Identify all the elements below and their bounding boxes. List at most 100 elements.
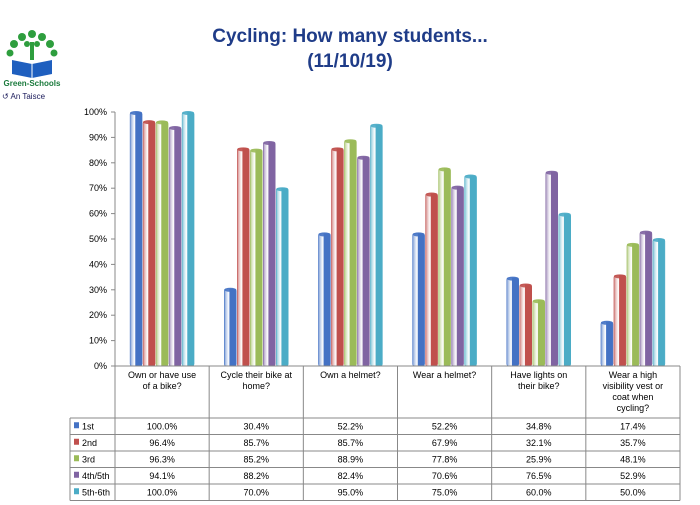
bar-4th/5th bbox=[263, 141, 276, 367]
legend-key-2nd bbox=[74, 438, 79, 445]
table-cell-value: 88.9% bbox=[338, 454, 364, 464]
y-tick-label: 70% bbox=[89, 183, 107, 193]
table-cell-value: 48.1% bbox=[620, 454, 646, 464]
bar-5th-6th bbox=[370, 124, 383, 367]
category-label: Wear a high bbox=[609, 370, 657, 380]
bar-top-cap bbox=[464, 174, 477, 179]
bar-top-cap bbox=[237, 147, 250, 152]
title-line-1: Cycling: How many students... bbox=[212, 26, 488, 47]
bar-2nd bbox=[331, 148, 344, 367]
bar-top-cap bbox=[519, 283, 532, 288]
table-cell-value: 76.5% bbox=[526, 471, 552, 481]
bar-top-cap bbox=[438, 167, 451, 172]
bar-top-cap bbox=[331, 147, 344, 152]
bar-5th-6th bbox=[558, 213, 571, 367]
category-label: Cycle their bike at bbox=[220, 370, 292, 380]
table-cell-value: 30.4% bbox=[243, 421, 269, 431]
bar-top-cap bbox=[412, 232, 425, 237]
category-label: Have lights on bbox=[510, 370, 567, 380]
bar-2nd bbox=[425, 193, 438, 367]
category-label: their bike? bbox=[518, 381, 560, 391]
bar-5th-6th bbox=[464, 175, 477, 367]
bar-3rd bbox=[344, 139, 357, 367]
bar-top-cap bbox=[344, 139, 357, 144]
y-tick-label: 20% bbox=[89, 310, 107, 320]
bar-top-cap bbox=[169, 125, 182, 130]
legend-key-1st bbox=[74, 422, 79, 429]
bar-top-cap bbox=[652, 238, 665, 242]
bar-1st bbox=[318, 233, 331, 367]
category-label: cycling? bbox=[617, 403, 650, 413]
table-cell-value: 70.0% bbox=[243, 487, 269, 497]
bar-top-cap bbox=[613, 274, 626, 279]
bar-4th/5th bbox=[357, 156, 370, 367]
table-cell-value: 67.9% bbox=[432, 438, 458, 448]
table-cell-value: 17.4% bbox=[620, 421, 646, 431]
bar-3rd bbox=[626, 243, 640, 367]
logo-subtitle-text: An Taisce bbox=[10, 92, 46, 101]
green-schools-logo: Green-Schools ↺ An Taisce bbox=[2, 24, 62, 104]
table-cell-value: 96.4% bbox=[149, 438, 175, 448]
y-tick-label: 80% bbox=[89, 158, 107, 168]
bar-top-cap bbox=[263, 140, 276, 145]
bar-5th-6th bbox=[652, 238, 666, 367]
table-cell-value: 70.6% bbox=[432, 471, 458, 481]
bar-top-cap bbox=[224, 287, 237, 292]
chart-title: Cycling: How many students... (11/10/19) bbox=[160, 24, 540, 74]
category-label: Own or have use bbox=[128, 370, 196, 380]
bar-4th/5th bbox=[545, 171, 558, 367]
table-cell-value: 85.2% bbox=[243, 454, 269, 464]
table-cell-value: 94.1% bbox=[149, 471, 175, 481]
table-cell-value: 50.0% bbox=[620, 487, 646, 497]
bar-4th/5th bbox=[451, 186, 464, 367]
bar-4th/5th bbox=[168, 126, 182, 367]
bar-top-cap bbox=[545, 170, 558, 175]
bar-top-cap bbox=[600, 320, 613, 325]
y-tick-label: 0% bbox=[94, 361, 107, 371]
table-cell-value: 52.9% bbox=[620, 471, 646, 481]
category-label: Wear a helmet? bbox=[413, 370, 476, 380]
table-cell-value: 32.1% bbox=[526, 438, 552, 448]
table-cell-value: 77.8% bbox=[432, 454, 458, 464]
bar-top-cap bbox=[626, 242, 639, 247]
table-cell-value: 25.9% bbox=[526, 454, 552, 464]
bar-2nd bbox=[142, 120, 156, 367]
bar-top-cap bbox=[143, 120, 156, 125]
bar-2nd bbox=[613, 275, 627, 367]
bar-top-cap bbox=[357, 155, 370, 160]
table-cell-value: 100.0% bbox=[147, 421, 178, 431]
bar-top-cap bbox=[318, 232, 331, 237]
bar-1st bbox=[412, 233, 425, 367]
bar-1st bbox=[129, 111, 143, 367]
bar-top-cap bbox=[532, 299, 545, 304]
bar-3rd bbox=[438, 168, 451, 367]
bar-5th-6th bbox=[276, 187, 289, 367]
category-label: home? bbox=[242, 381, 270, 391]
table-cell-value: 100.0% bbox=[147, 487, 178, 497]
bar-3rd bbox=[250, 149, 263, 367]
tree-book-icon bbox=[6, 30, 58, 78]
y-tick-label: 60% bbox=[89, 209, 107, 219]
table-cell-value: 85.7% bbox=[243, 438, 269, 448]
legend-label: 2nd bbox=[82, 438, 97, 448]
legend-key-5th-6th bbox=[74, 488, 79, 495]
bar-1st bbox=[506, 277, 519, 367]
legend-key-3rd bbox=[74, 455, 79, 462]
table-cell-value: 60.0% bbox=[526, 487, 552, 497]
bar-1st bbox=[600, 321, 614, 367]
bar-top-cap bbox=[639, 230, 652, 235]
y-tick-label: 10% bbox=[89, 336, 107, 346]
bar-top-cap bbox=[558, 212, 571, 217]
bar-top-cap bbox=[276, 187, 289, 192]
legend-key-4th/5th bbox=[74, 471, 79, 478]
bar-2nd bbox=[237, 148, 250, 367]
bar-top-cap bbox=[250, 148, 263, 153]
category-label: Own a helmet? bbox=[320, 370, 381, 380]
table-cell-value: 88.2% bbox=[243, 471, 269, 481]
table-cell-value: 95.0% bbox=[338, 487, 364, 497]
table-cell-value: 34.8% bbox=[526, 421, 552, 431]
legend-label: 5th-6th bbox=[82, 487, 110, 497]
table-cell-value: 75.0% bbox=[432, 487, 458, 497]
y-tick-label: 100% bbox=[84, 107, 107, 117]
